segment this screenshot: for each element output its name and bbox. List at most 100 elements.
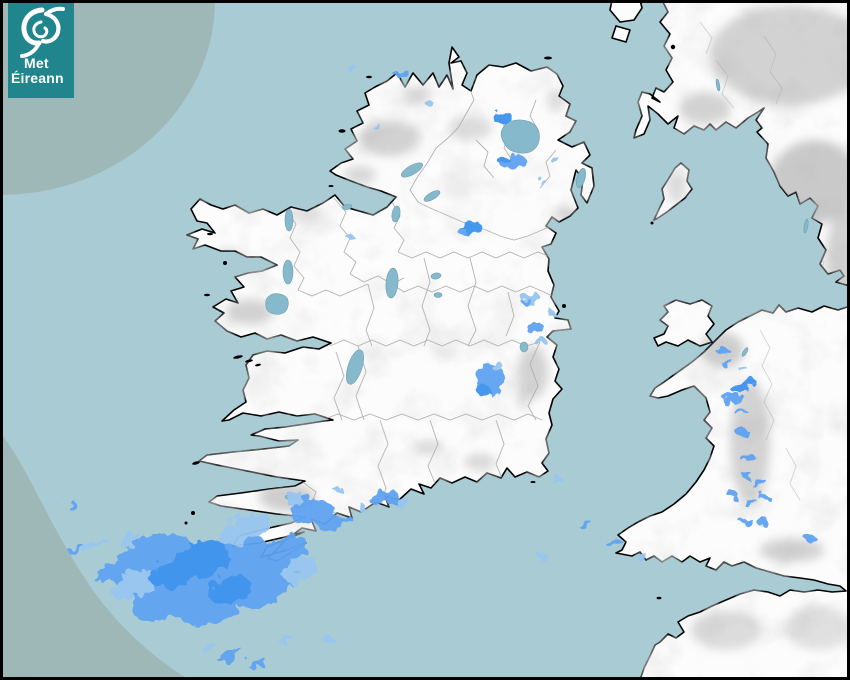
rain-echo xyxy=(550,476,562,482)
rain-echo xyxy=(93,568,117,582)
blasket-islands xyxy=(192,461,200,465)
rain-echo xyxy=(744,499,758,507)
rain-echo xyxy=(216,648,244,662)
lake xyxy=(715,78,721,92)
rain-echo xyxy=(536,177,544,183)
rain-echo xyxy=(497,156,509,164)
rain-echo xyxy=(475,383,491,397)
rain-echo xyxy=(715,345,727,353)
skellig-islands xyxy=(184,521,188,525)
rain-echo xyxy=(736,427,748,437)
rain-echo xyxy=(730,379,758,393)
ireland-county-borders xyxy=(285,83,557,521)
lough-derg xyxy=(346,349,364,385)
rain-echo xyxy=(722,360,734,368)
aran-islands xyxy=(255,363,261,367)
tory-island xyxy=(366,75,372,79)
logo-line-met: Met xyxy=(24,55,49,71)
rain-echo xyxy=(740,367,748,373)
inishbofin xyxy=(204,293,210,297)
met-eireann-logo: Met Éireann xyxy=(8,2,74,98)
rain-echo xyxy=(119,533,141,547)
rain-echo xyxy=(286,493,306,507)
rain-echo xyxy=(426,101,434,107)
lough-conn xyxy=(284,208,294,232)
lake xyxy=(741,347,749,357)
blessington-lake xyxy=(519,341,529,353)
rain-echo xyxy=(807,536,817,544)
rain-echo xyxy=(552,159,562,165)
rain-echo xyxy=(757,518,769,526)
rain-echo xyxy=(219,513,271,547)
rain-echo xyxy=(368,490,400,506)
rain-echo xyxy=(150,561,190,589)
strangford-lough xyxy=(576,167,586,189)
rain-echo xyxy=(208,575,252,605)
rain-echo xyxy=(635,553,647,559)
rain-echo xyxy=(741,454,755,462)
valentia-island xyxy=(191,511,195,515)
lough-mask xyxy=(282,259,294,285)
rain-echo xyxy=(728,491,738,499)
out-of-radar-range-sw xyxy=(0,432,190,680)
lough-corrib xyxy=(265,293,289,315)
ireland-lakes xyxy=(265,119,586,500)
rain-echo xyxy=(538,553,548,559)
rain-echo xyxy=(346,234,354,240)
rain-echo xyxy=(283,558,317,582)
lough-neagh xyxy=(500,119,540,154)
lough-erne-lower xyxy=(401,162,423,178)
rain-echo xyxy=(347,65,357,71)
scottish-island xyxy=(611,25,631,43)
lough-ennell xyxy=(433,292,443,298)
rain-echo xyxy=(491,360,503,372)
rain-echo xyxy=(577,519,591,527)
lake xyxy=(803,218,809,234)
rain-echo xyxy=(394,498,410,508)
rain-echo xyxy=(316,513,344,531)
rain-echo xyxy=(522,298,532,306)
rain-echo xyxy=(606,539,622,547)
aran-islands xyxy=(233,355,243,359)
rain-echo xyxy=(332,485,342,491)
rainfall-echo-layer xyxy=(52,65,817,668)
lough-ree xyxy=(385,267,399,299)
cyclone-swirl-icon xyxy=(20,6,65,58)
rain-echo xyxy=(252,534,308,576)
rain-echo xyxy=(202,644,218,652)
ailsa-craig xyxy=(670,44,676,50)
aran-islands xyxy=(245,359,253,363)
logo-line-eireann: Éireann xyxy=(11,70,64,86)
saltee-islands xyxy=(530,481,536,483)
rain-echo xyxy=(735,408,747,416)
rain-echo xyxy=(324,637,336,643)
clare-island xyxy=(223,261,227,265)
rain-echo xyxy=(111,570,159,600)
inishmurray xyxy=(328,185,334,187)
arranmore xyxy=(338,129,346,133)
rain-echo xyxy=(340,515,352,521)
lough-allen xyxy=(391,205,401,223)
rathlin-island xyxy=(544,56,552,60)
rain-echo xyxy=(534,336,546,346)
calf-of-man xyxy=(650,221,654,225)
rain-echo xyxy=(494,111,512,125)
rain-echo xyxy=(751,479,767,487)
rain-echo xyxy=(66,544,84,556)
rain-echo xyxy=(458,229,468,235)
rain-echo xyxy=(395,69,409,79)
logo-wordmark: Met Éireann xyxy=(8,56,74,86)
rain-echo xyxy=(373,124,381,130)
gb-lakes xyxy=(715,78,809,357)
lundy-island xyxy=(656,596,662,600)
lough-sheelin xyxy=(430,272,442,280)
rain-echo xyxy=(546,309,554,315)
rain-echo xyxy=(357,505,367,511)
rain-echo xyxy=(722,393,744,405)
rain-echo xyxy=(248,660,268,668)
lough-gill xyxy=(341,204,353,210)
rain-echo xyxy=(739,516,751,524)
rain-echo xyxy=(759,493,769,501)
